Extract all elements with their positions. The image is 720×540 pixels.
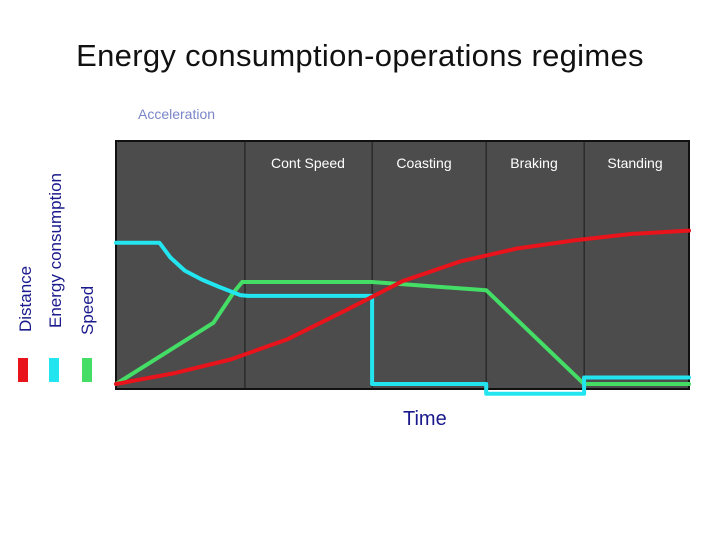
- regime-label-coasting: Coasting: [396, 155, 452, 171]
- legend-swatch-speed: [82, 358, 92, 382]
- series-line-speed: [114, 280, 691, 386]
- regime-label-acceleration: Acceleration: [138, 106, 216, 122]
- chart-title: Energy consumption-operations regimes: [76, 38, 644, 73]
- legend-label-distance: Distance: [16, 265, 35, 332]
- x-axis-label: Time: [403, 408, 447, 430]
- legend-label-energy-consumption: Energy consumption: [46, 173, 65, 328]
- legend-swatch-distance: [18, 358, 28, 382]
- legend-label-speed: Speed: [78, 285, 97, 335]
- regime-label-standing: Standing: [607, 155, 663, 171]
- plot-area: [115, 140, 690, 390]
- legend-swatch-energy-consumption: [49, 358, 59, 382]
- regime-label-braking: Braking: [510, 155, 558, 171]
- series-line-energy-consumption: [114, 240, 691, 396]
- regime-label-cont-speed: Cont Speed: [271, 155, 345, 171]
- series-line-distance: [114, 228, 691, 386]
